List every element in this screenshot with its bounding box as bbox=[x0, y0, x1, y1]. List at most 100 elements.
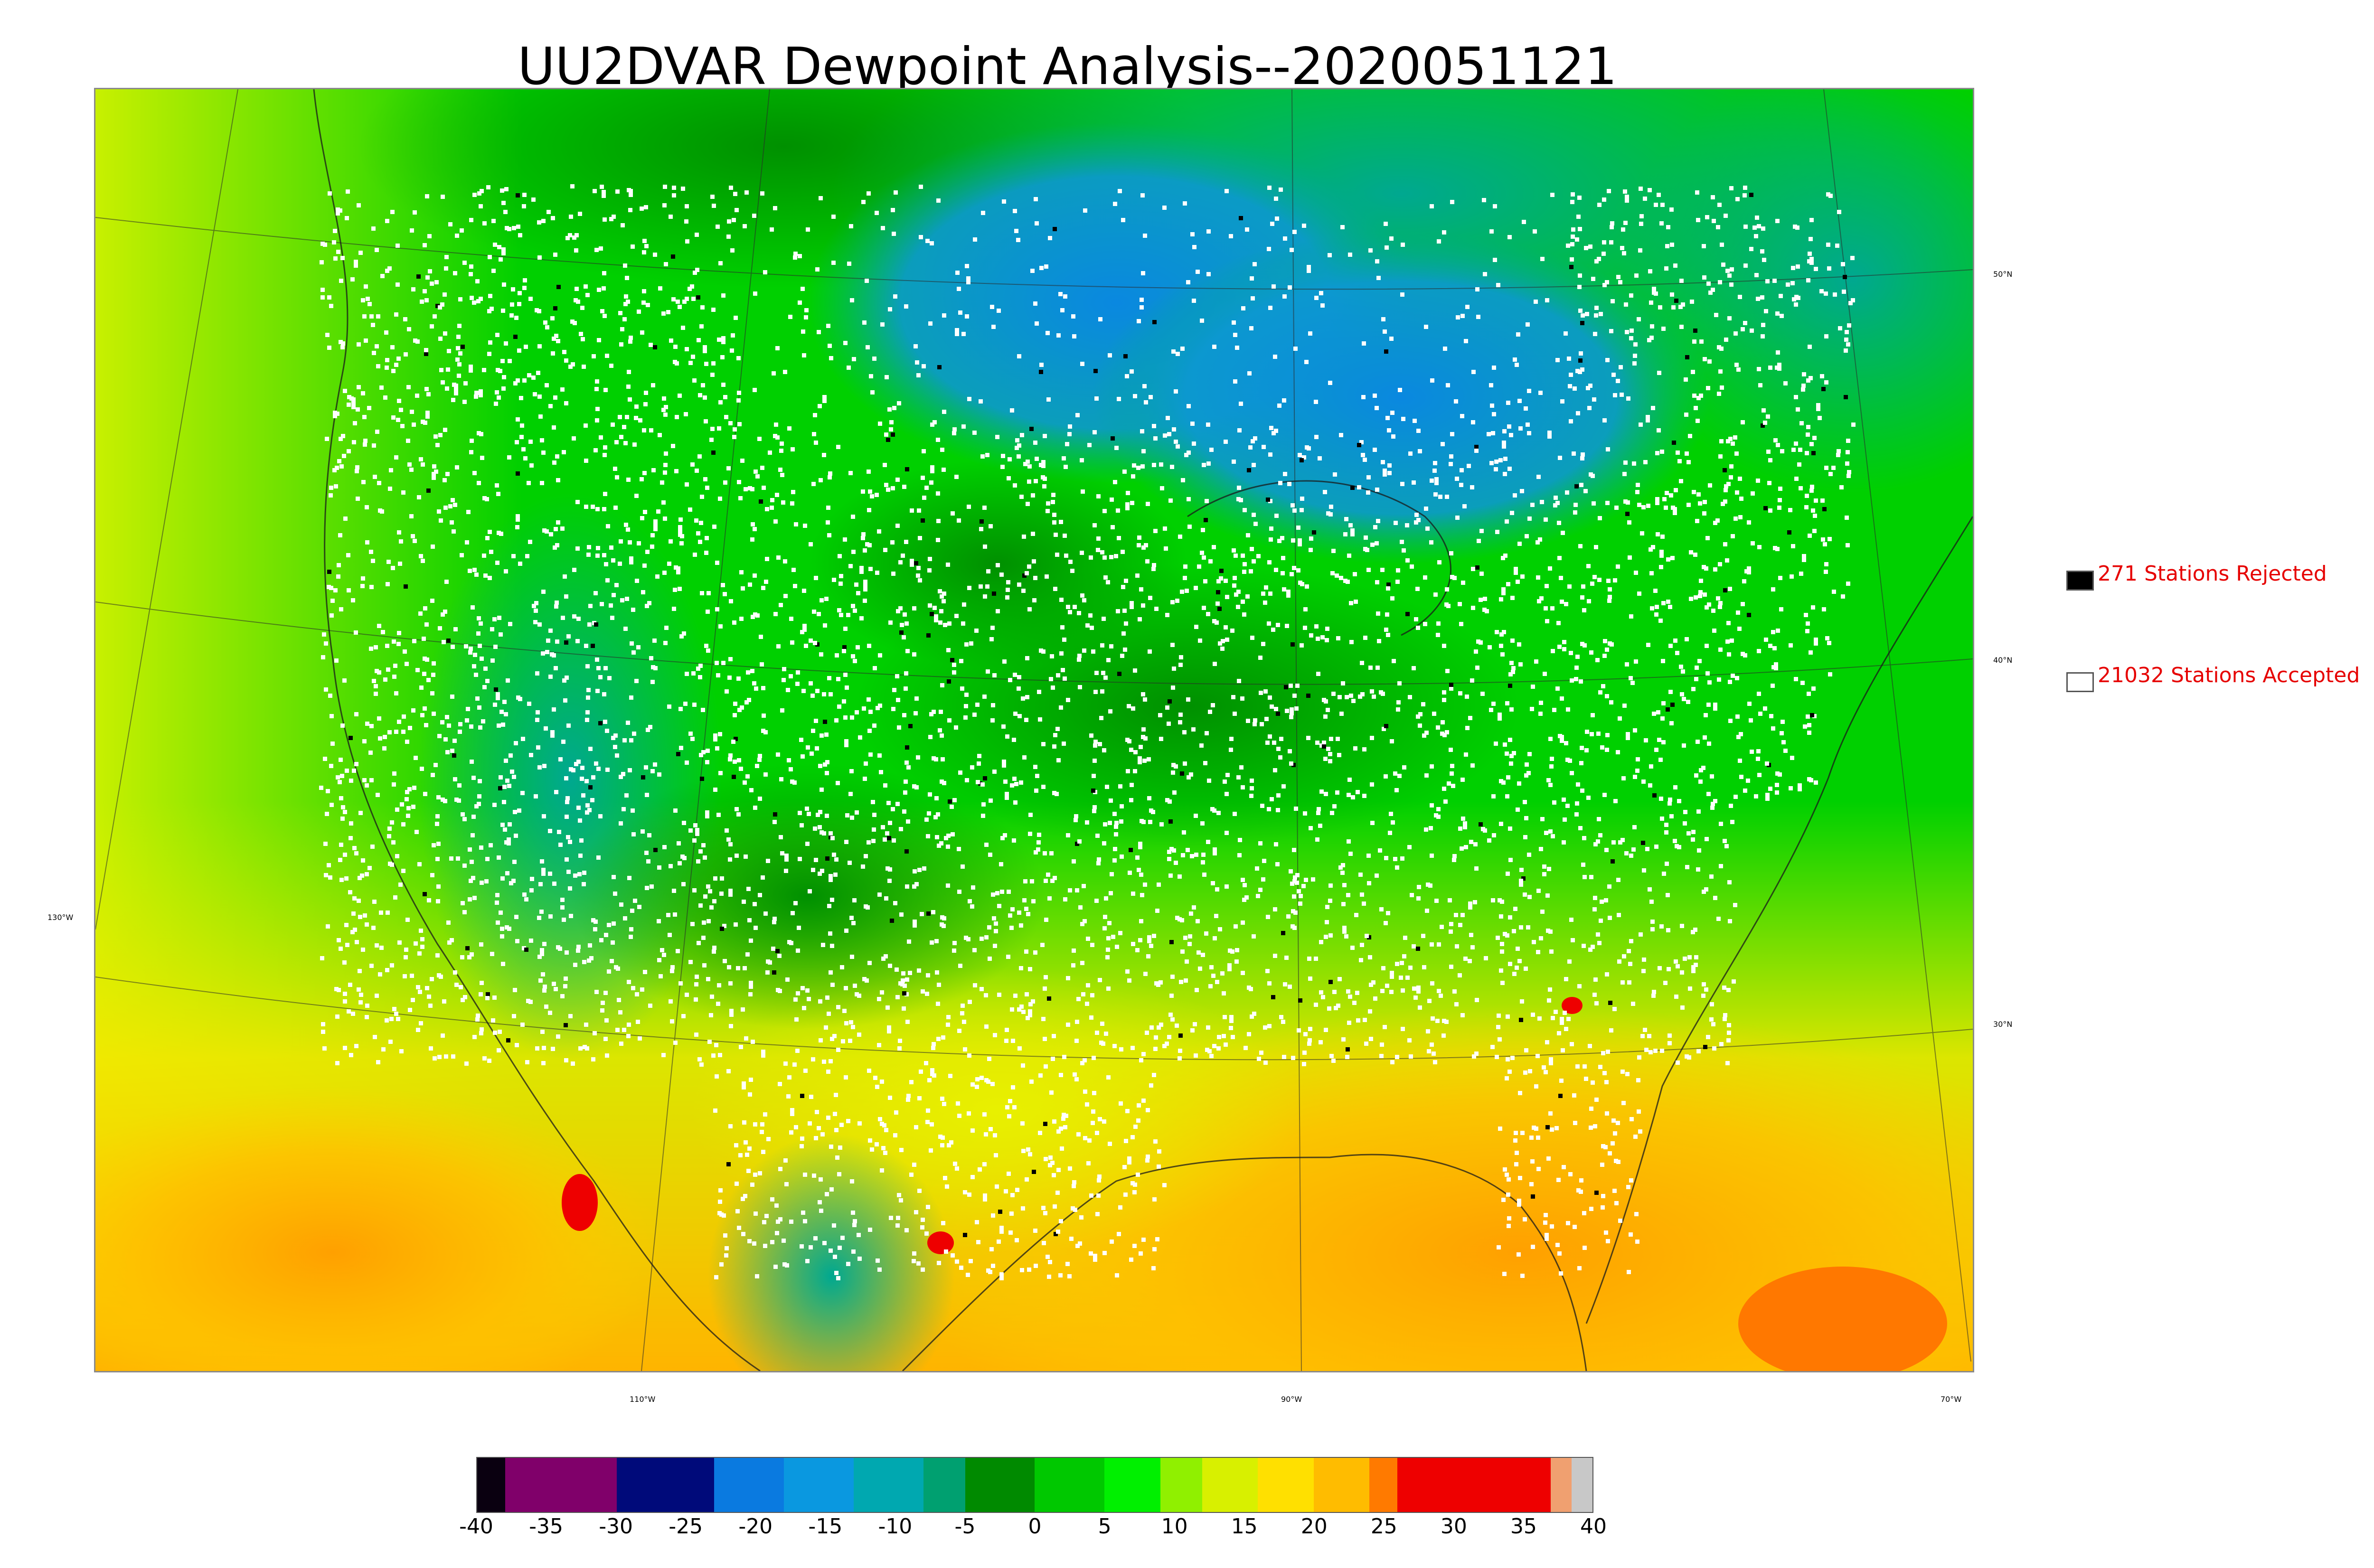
station-marker bbox=[1729, 282, 1733, 287]
station-marker bbox=[910, 508, 914, 513]
station-marker bbox=[392, 675, 396, 679]
station-marker bbox=[723, 592, 727, 596]
station-marker bbox=[365, 872, 369, 876]
station-marker bbox=[1247, 468, 1251, 472]
station-marker bbox=[1272, 741, 1276, 745]
station-marker bbox=[1695, 666, 1699, 670]
station-marker bbox=[556, 520, 560, 525]
station-marker bbox=[1627, 949, 1631, 953]
station-marker bbox=[482, 554, 486, 558]
station-marker bbox=[1041, 460, 1046, 464]
station-marker bbox=[1186, 848, 1190, 852]
station-marker bbox=[1690, 300, 1694, 304]
station-marker bbox=[1149, 944, 1153, 948]
station-marker bbox=[708, 889, 712, 893]
station-marker bbox=[1549, 764, 1554, 769]
station-marker bbox=[896, 609, 900, 613]
station-marker bbox=[1713, 567, 1717, 572]
station-marker bbox=[1520, 999, 1524, 1004]
station-marker bbox=[560, 387, 565, 392]
station-marker bbox=[1031, 532, 1035, 536]
station-marker bbox=[671, 444, 675, 448]
station-marker bbox=[1667, 801, 1672, 806]
station-marker bbox=[1771, 630, 1775, 634]
station-marker bbox=[1426, 1029, 1430, 1033]
station-marker bbox=[336, 574, 340, 579]
station-marker bbox=[442, 999, 446, 1004]
station-marker bbox=[352, 440, 356, 444]
station-marker bbox=[534, 609, 538, 613]
station-marker bbox=[1780, 449, 1784, 453]
station-marker bbox=[699, 1062, 704, 1067]
station-marker bbox=[562, 350, 566, 354]
station-marker bbox=[423, 892, 427, 896]
station-marker bbox=[1080, 1061, 1084, 1065]
station-marker bbox=[611, 423, 615, 427]
station-marker bbox=[1667, 1041, 1672, 1045]
station-marker bbox=[485, 996, 490, 1000]
station-marker bbox=[899, 630, 904, 635]
station-marker bbox=[1695, 519, 1699, 523]
station-marker bbox=[829, 692, 833, 696]
station-marker bbox=[504, 712, 508, 716]
station-marker bbox=[410, 228, 414, 233]
station-marker bbox=[1526, 925, 1530, 930]
station-marker bbox=[522, 946, 526, 950]
station-marker bbox=[513, 335, 518, 339]
station-marker bbox=[1279, 1015, 1283, 1019]
station-marker bbox=[1538, 712, 1543, 716]
station-marker bbox=[546, 210, 551, 214]
station-marker bbox=[1725, 1061, 1730, 1065]
station-marker bbox=[1002, 760, 1006, 764]
station-marker bbox=[573, 873, 577, 878]
station-marker bbox=[1771, 665, 1776, 669]
station-marker bbox=[643, 970, 647, 974]
station-marker bbox=[1017, 582, 1021, 587]
station-marker bbox=[731, 333, 735, 338]
station-marker bbox=[1597, 941, 1602, 945]
station-marker bbox=[1009, 1211, 1014, 1216]
station-marker bbox=[1593, 896, 1597, 900]
station-marker bbox=[1569, 265, 1573, 269]
station-marker bbox=[1137, 319, 1141, 323]
station-marker bbox=[591, 918, 595, 922]
station-marker bbox=[469, 724, 473, 729]
station-marker bbox=[1560, 739, 1564, 743]
station-marker bbox=[1010, 1193, 1015, 1197]
station-marker bbox=[1564, 1027, 1568, 1031]
station-marker bbox=[1124, 579, 1128, 583]
station-marker bbox=[828, 475, 832, 479]
station-marker bbox=[496, 368, 500, 372]
station-marker bbox=[1225, 773, 1230, 777]
station-marker bbox=[981, 802, 986, 807]
station-marker bbox=[1233, 576, 1237, 580]
station-marker bbox=[542, 942, 546, 946]
station-marker bbox=[469, 272, 473, 276]
station-marker bbox=[1799, 421, 1804, 425]
station-marker bbox=[339, 279, 343, 283]
station-marker bbox=[967, 397, 971, 401]
station-marker bbox=[850, 816, 854, 820]
station-marker bbox=[1182, 830, 1186, 835]
station-marker bbox=[1211, 881, 1215, 885]
station-marker bbox=[1454, 1002, 1459, 1006]
station-marker bbox=[1728, 919, 1732, 923]
station-marker bbox=[412, 423, 416, 427]
station-marker bbox=[1174, 861, 1178, 865]
station-marker bbox=[1649, 336, 1654, 340]
station-marker bbox=[736, 676, 741, 681]
station-marker bbox=[1167, 432, 1171, 436]
station-marker bbox=[1545, 1237, 1549, 1241]
station-marker bbox=[891, 572, 895, 576]
station-marker bbox=[957, 1029, 961, 1033]
station-marker bbox=[623, 627, 628, 631]
station-marker bbox=[1261, 592, 1265, 596]
station-marker bbox=[1702, 565, 1706, 569]
station-marker bbox=[1635, 1239, 1639, 1244]
station-marker bbox=[1141, 692, 1145, 696]
station-marker bbox=[748, 1092, 752, 1097]
station-marker bbox=[972, 713, 977, 717]
station-marker bbox=[693, 271, 697, 275]
station-marker bbox=[441, 195, 445, 199]
station-marker bbox=[542, 764, 546, 768]
